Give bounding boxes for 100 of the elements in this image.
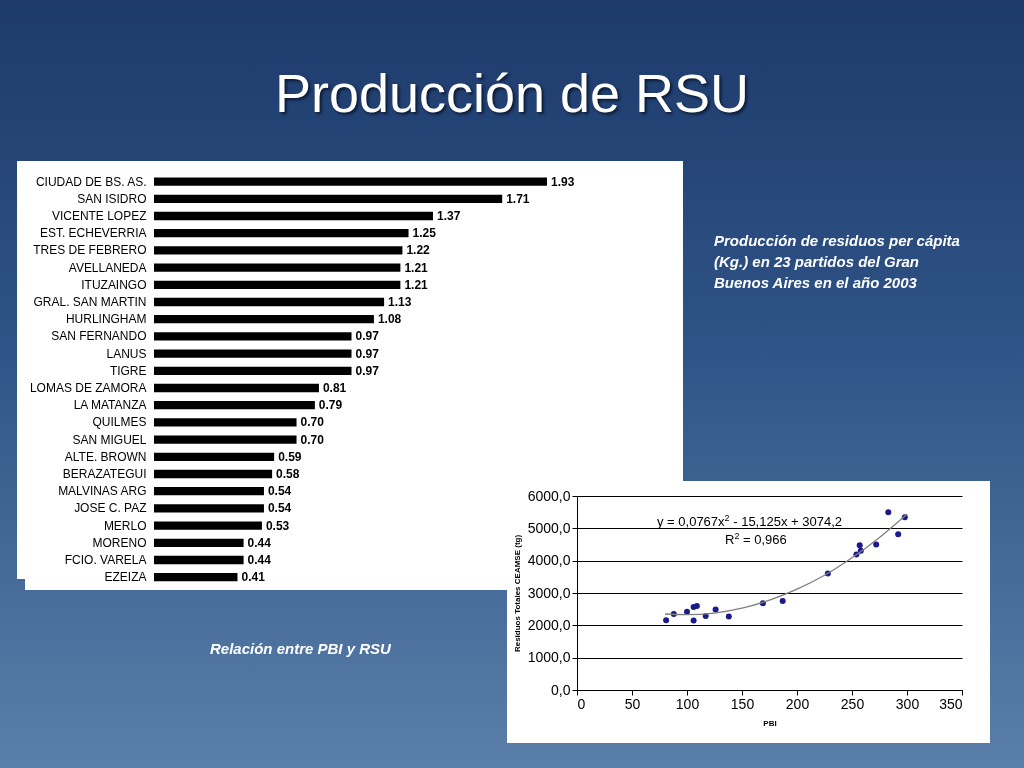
x-axis-title: PBI [763,718,777,728]
y-tick-label: 2000,0 [527,616,571,633]
point [663,617,670,624]
y-tick-label: 3000,0 [527,584,571,601]
y-tick-label: VICENTE LOPEZ [51,209,147,223]
bar [154,211,433,221]
bar [154,504,264,513]
y-tick-label: TIGRE [109,363,147,378]
data-label: 1.25 [412,226,437,241]
data-label: 1.21 [404,260,429,275]
point [779,598,786,605]
y-tick-label: LOMAS DE ZAMORA [29,381,147,395]
point [684,608,690,615]
y-tick-label: QUILMES [92,415,147,430]
data-label: 0.97 [355,346,380,361]
data-label: 1.71 [506,191,530,206]
chart-title: Producción de RSU [273,62,751,124]
data-label: 1.13 [388,295,412,309]
data-label: 0.44 [247,535,272,550]
y-tick-label: LANUS [106,346,147,361]
y-tick-label: EST. ECHEVERRIA [39,226,147,241]
y-tick-label: AVELLANEDA [68,260,147,275]
y-tick-label: SAN FERNANDO [51,329,147,344]
data-label: 0.81 [322,381,347,395]
data-label: 0.54 [267,501,292,516]
point [895,531,902,538]
point [873,541,880,548]
data-label: 0.97 [355,363,380,378]
y-tick-label: EZEIZA [104,570,147,585]
x-tick-label: 100 [675,695,700,712]
bar [154,383,319,393]
bar [154,538,244,547]
y-tick-label: 5000,0 [527,519,571,536]
y-tick-label: ALTE. BROWN [64,449,147,464]
y-tick-label: LA MATANZA [73,398,147,413]
bar [154,246,403,255]
point [712,606,719,613]
data-label: 1.21 [404,277,429,292]
y-tick-label: MORENO [92,535,147,550]
x-tick-label: 150 [730,695,755,712]
bar [154,487,264,496]
point [690,617,697,624]
data-label: 0.44 [247,553,272,567]
bar [154,452,275,461]
y-tick-label: 4000,0 [527,552,571,569]
y-tick-label: MALVINAS ARG [58,484,147,499]
line-series [664,513,908,616]
point [885,509,892,516]
y-tick-label: 1000,0 [527,649,571,666]
bar [154,263,401,272]
data-label: 0.79 [318,398,343,413]
y-tick-label: CIUDAD DE BS. AS. [35,174,147,189]
bar [154,315,374,324]
bar [154,177,547,186]
y-axis-title: Residuos Totales CEAMSE (tg) [512,534,522,653]
data-label: 1.93 [551,174,575,189]
point [856,542,863,549]
y-tick-label: SAN MIGUEL [72,432,147,447]
bar [154,297,385,307]
data-label: 1.22 [406,243,431,258]
data-label: 0.59 [278,449,302,464]
data-label: 0.58 [276,467,300,481]
bar [154,573,238,582]
text: Producción de residuos per cápita (Kg.) en 23 partidos del Gran Buenos Aires en el año 2003 [714,231,961,293]
data-label: 1.08 [377,312,402,327]
text: Relación entre PBI y RSU [210,639,391,659]
bar [154,366,352,375]
bar [154,555,244,565]
bar [154,332,352,341]
bar [154,280,401,289]
data-label: 0.53 [265,518,290,533]
bar [154,401,315,410]
x-tick-label: 0 [577,695,586,712]
y-tick-label: HURLINGHAM [65,312,147,327]
point [725,613,732,620]
data-label: 1.37 [436,209,461,223]
y-tick-label: ITUZAINGO [81,277,147,292]
data-label: 0.97 [355,329,380,344]
y-tick-label: 0,0 [551,681,571,698]
y-tick-label: JOSE C. PAZ [74,501,147,516]
data-label: 0.70 [300,415,325,430]
bar [154,194,503,203]
bar [154,349,352,358]
bar [154,229,409,238]
data-label: 0.54 [267,484,292,499]
bar [154,435,297,444]
y-tick-label: SAN ISIDRO [77,191,147,206]
bar [154,418,297,427]
x-tick-label: 300 [895,695,920,712]
y-tick-label: TRES DE FEBRERO [33,243,147,258]
x-tick-label: 50 [624,695,641,712]
y-tick-label: FCIO. VARELA [64,553,147,567]
bar [154,469,273,479]
y-tick-label: MERLO [103,518,147,533]
y-tick-label: 6000,0 [527,487,571,504]
bar [154,521,262,530]
data-label: 0.70 [300,432,325,447]
data-label: 0.41 [241,570,266,585]
y-tick-label: GRAL. SAN MARTIN [33,295,147,309]
x-tick-label: 350 [939,695,963,712]
